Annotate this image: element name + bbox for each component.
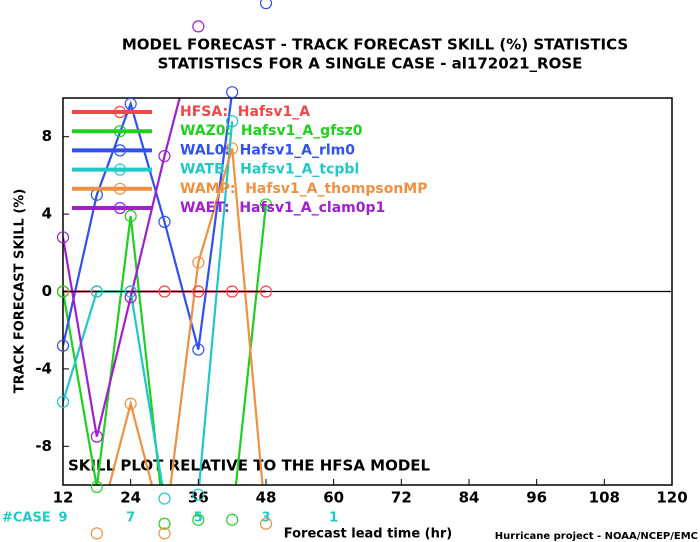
legend-marker (113, 163, 127, 176)
legend-label: WAMP: Hafsv1_A_thompsonMP (180, 181, 427, 197)
case-label: #CASE (2, 511, 51, 526)
point (90, 285, 103, 298)
x-axis-label: Forecast lead time (hr) (284, 527, 452, 542)
point (192, 20, 205, 33)
series-line (63, 98, 233, 350)
point (226, 115, 239, 128)
y-tick-label: 4 (42, 205, 52, 223)
case-count: 7 (126, 511, 135, 526)
legend-label: HFSA: Hafsv1_A (180, 104, 310, 120)
legend-label: WAZ0: Hafsv1_A_gfsz0 (180, 123, 363, 139)
point (192, 513, 205, 526)
plot-lines (63, 98, 268, 485)
series-line (63, 98, 181, 437)
point (158, 285, 171, 298)
case-count: 9 (58, 511, 67, 526)
series-line (63, 204, 268, 485)
series-line (108, 147, 264, 485)
legend-label: WATB: Hafsv1_A_tcpbl (180, 162, 359, 178)
point (90, 430, 103, 443)
x-tick-label: 48 (256, 489, 277, 507)
point (158, 215, 171, 228)
x-tick-label: 36 (188, 489, 209, 507)
x-tick-label: 96 (526, 489, 547, 507)
x-tick-label: 108 (589, 489, 620, 507)
x-tick-label: 60 (323, 489, 344, 507)
point (226, 285, 239, 298)
point (56, 395, 70, 408)
annotation: SKILL PLOT RELATIVE TO THE HFSA MODEL (68, 457, 431, 475)
x-tick-label: 84 (459, 489, 480, 507)
point (226, 86, 239, 99)
y-tick-label: -4 (35, 359, 52, 377)
y-axis-label: TRACK FORECAST SKILL (%) (13, 189, 28, 394)
point (192, 488, 205, 501)
legend-label: WAL0: Hafsv1_A_rlm0 (180, 142, 355, 158)
point (192, 343, 205, 356)
case-count: 5 (194, 511, 203, 526)
point (124, 397, 137, 410)
point (124, 97, 137, 110)
point (90, 527, 103, 540)
x-tick-label: 120 (656, 489, 687, 507)
legend-marker (113, 201, 127, 215)
legend-marker (113, 144, 127, 157)
x-tick-label: 72 (391, 489, 412, 507)
case-count: 1 (329, 511, 338, 526)
point (259, 198, 273, 211)
footer: Hurricane project - NOAA/NCEP/EMC (495, 531, 698, 542)
point (158, 149, 171, 163)
point (158, 527, 171, 540)
point (90, 480, 103, 494)
y-tick-label: -8 (35, 437, 52, 455)
point (226, 513, 239, 526)
point (259, 517, 273, 530)
point (124, 285, 137, 298)
x-tick-label: 12 (53, 489, 74, 507)
legend-marker (113, 105, 127, 119)
point (226, 142, 239, 155)
point (158, 492, 171, 505)
point (158, 517, 171, 530)
point (56, 231, 70, 244)
point (56, 339, 70, 352)
legend-label: WAET: Hafsv1_A_clam0p1 (180, 200, 385, 216)
legend-marker (113, 182, 127, 195)
point (124, 291, 137, 304)
point (192, 256, 205, 269)
point (259, 285, 273, 298)
point (124, 209, 137, 223)
chart-title: MODEL FORECAST - TRACK FORECAST SKILL (%… (122, 36, 628, 54)
series-line (63, 121, 234, 485)
chart-subtitle: STATISTISCS FOR A SINGLE CASE - al172021… (158, 55, 583, 73)
point (56, 285, 70, 298)
x-tick-label: 24 (120, 489, 141, 507)
point (192, 285, 205, 298)
y-tick-label: 0 (42, 282, 52, 300)
point (259, 0, 273, 10)
legend-marker (113, 125, 127, 138)
y-tick-label: 8 (42, 127, 52, 145)
